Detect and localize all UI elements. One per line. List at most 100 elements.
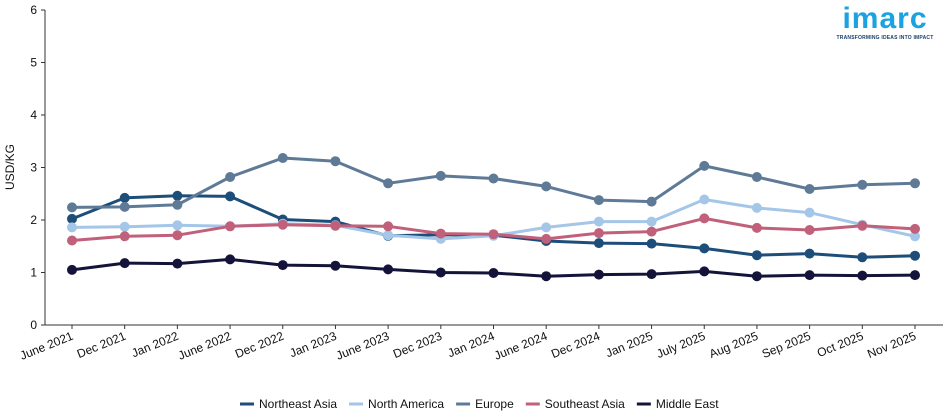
data-point — [277, 260, 288, 271]
data-point — [119, 221, 130, 232]
legend-label: Middle East — [656, 397, 719, 411]
data-point — [804, 248, 815, 259]
data-point — [910, 178, 920, 189]
data-point — [435, 170, 446, 181]
data-point — [67, 264, 77, 275]
data-point — [225, 254, 236, 265]
data-point — [699, 243, 710, 254]
data-point — [330, 220, 341, 231]
logo-wordmark: imarc — [842, 2, 928, 35]
data-point — [119, 258, 130, 269]
y-tick-label: 6 — [30, 3, 37, 17]
series-middle-east — [67, 254, 920, 282]
logo-tagline: TRANSFORMING IDEAS INTO IMPACT — [836, 35, 934, 41]
imarc-logo: imarc TRANSFORMING IDEAS INTO IMPACT — [830, 2, 940, 42]
data-point — [751, 250, 762, 261]
data-point — [172, 190, 183, 201]
data-point — [172, 230, 183, 241]
y-tick-label: 5 — [30, 56, 37, 70]
data-point — [646, 196, 657, 207]
y-tick-label: 4 — [30, 108, 37, 122]
x-tick-label: Jan 2024 — [446, 329, 497, 361]
y-axis-label: USD/KG — [3, 144, 17, 190]
data-point — [541, 222, 552, 233]
data-point — [751, 202, 762, 213]
data-point — [277, 219, 288, 230]
data-point — [751, 172, 762, 182]
data-point — [488, 229, 499, 240]
data-point — [804, 225, 815, 235]
series-layer — [67, 153, 920, 282]
data-point — [330, 156, 341, 167]
x-tick-label: June 2021 — [18, 329, 76, 363]
legend-label: Northeast Asia — [259, 397, 337, 411]
x-tick-label: Nov 2025 — [865, 329, 918, 361]
data-point — [119, 231, 130, 242]
legend-item: North America — [349, 397, 444, 411]
data-point — [119, 201, 130, 212]
y-tick-label: 1 — [30, 266, 37, 280]
x-tick-label: Dec 2022 — [233, 329, 286, 361]
data-point — [277, 153, 288, 163]
data-point — [383, 230, 394, 241]
data-point — [383, 264, 394, 275]
data-point — [67, 202, 77, 213]
data-point — [910, 270, 920, 281]
data-point — [646, 238, 657, 249]
series-southeast-asia — [67, 213, 920, 246]
x-tick-label: Jan 2023 — [288, 329, 339, 361]
x-tick-label: Jan 2022 — [129, 329, 180, 361]
x-tick-label: Dec 2024 — [549, 329, 602, 361]
data-point — [593, 228, 604, 239]
x-tick-label: June 2023 — [334, 329, 392, 363]
data-point — [488, 268, 499, 278]
data-point — [435, 228, 446, 239]
data-point — [67, 222, 77, 233]
data-point — [646, 216, 657, 227]
data-point — [383, 221, 394, 232]
data-point — [699, 266, 710, 277]
legend-label: Southeast Asia — [545, 397, 625, 411]
data-point — [804, 270, 815, 281]
data-point — [751, 222, 762, 233]
data-point — [593, 238, 604, 249]
data-point — [541, 271, 552, 282]
data-point — [910, 223, 920, 234]
legend: Northeast Asia North America Europe Southea… — [240, 397, 719, 411]
series-europe — [67, 153, 920, 213]
x-tick-label: June 2024 — [492, 329, 550, 363]
data-point — [383, 178, 394, 189]
x-tick-label: July 2025 — [654, 329, 707, 361]
x-tick-label: Oct 2025 — [815, 329, 866, 360]
y-tick-label: 3 — [30, 161, 37, 175]
data-point — [225, 172, 236, 182]
data-point — [804, 184, 815, 194]
legend-item: Southeast Asia — [525, 397, 625, 411]
y-tick-label: 0 — [30, 318, 37, 332]
data-point — [751, 271, 762, 282]
data-point — [857, 270, 868, 281]
data-point — [910, 231, 920, 242]
legend-label: Europe — [475, 397, 514, 411]
data-point — [857, 179, 868, 190]
data-point — [541, 233, 552, 244]
data-point — [699, 160, 710, 171]
x-tick-label: Dec 2021 — [75, 329, 128, 361]
x-tick-label: Aug 2025 — [707, 329, 760, 361]
data-point — [593, 269, 604, 280]
data-point — [804, 207, 815, 218]
data-point — [699, 194, 710, 205]
y-tick-label: 2 — [30, 213, 37, 227]
data-point — [857, 252, 868, 263]
data-point — [857, 220, 868, 231]
data-point — [330, 260, 341, 271]
data-point — [172, 199, 183, 210]
legend-item: Middle East — [636, 397, 719, 411]
data-point — [67, 235, 77, 246]
legend-item: Northeast Asia — [240, 397, 337, 411]
data-point — [910, 250, 920, 261]
data-point — [646, 226, 657, 237]
data-point — [172, 220, 183, 231]
